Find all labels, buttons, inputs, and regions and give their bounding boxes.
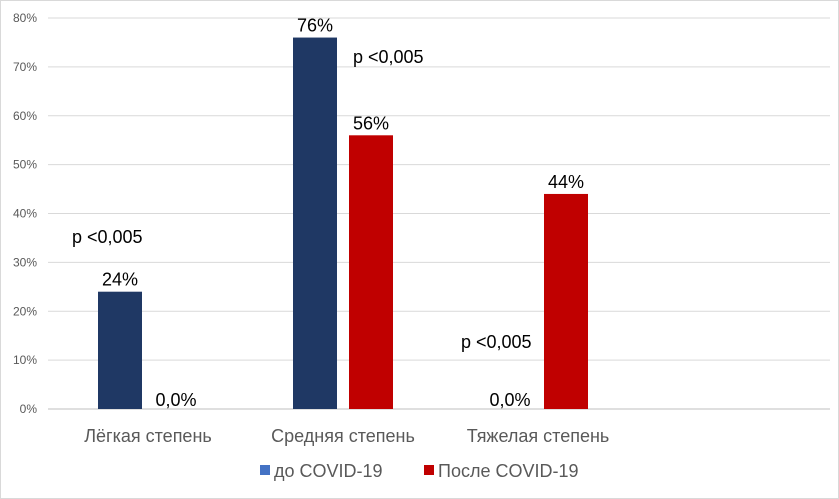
bar <box>293 37 337 410</box>
annotation-p-value: p <0,005 <box>353 47 424 67</box>
bar <box>98 291 142 409</box>
annotation-p-value: p <0,005 <box>72 227 143 247</box>
y-tick-label: 10% <box>13 353 37 367</box>
x-tick-label: Средняя степень <box>271 426 415 446</box>
annotations: p <0,005 p <0,005 p <0,005 <box>72 47 532 352</box>
legend-label: до COVID-19 <box>274 461 383 481</box>
gridlines <box>48 17 830 410</box>
y-tick-label: 40% <box>13 207 37 221</box>
data-label: 56% <box>353 113 389 133</box>
x-tick-label: Тяжелая степень <box>467 426 610 446</box>
legend-marker <box>260 465 270 475</box>
bar <box>349 135 393 410</box>
bars <box>98 37 588 410</box>
x-tick-label: Лёгкая степень <box>84 426 212 446</box>
y-tick-label: 80% <box>13 11 37 25</box>
data-label: 76% <box>297 16 333 36</box>
x-axis-labels: Лёгкая степень Средняя степень Тяжелая сте… <box>84 426 609 446</box>
data-labels: 24% 76% 0,0% 0,0% 56% 44% <box>102 16 584 410</box>
data-label: 44% <box>548 172 584 192</box>
bar <box>544 193 588 409</box>
data-label: 0,0% <box>155 390 196 410</box>
y-tick-label: 70% <box>13 60 37 74</box>
y-axis-ticks: 0% 10% 20% 30% 40% 50% 60% 70% 80% <box>13 11 37 416</box>
y-tick-label: 50% <box>13 158 37 172</box>
y-tick-label: 30% <box>13 255 37 269</box>
y-tick-label: 20% <box>13 304 37 318</box>
data-label: 0,0% <box>489 390 530 410</box>
legend: до COVID-19 После COVID-19 <box>260 461 578 481</box>
annotation-p-value: p <0,005 <box>461 332 532 352</box>
y-tick-label: 60% <box>13 109 37 123</box>
y-tick-label: 0% <box>20 402 38 416</box>
legend-marker <box>424 465 434 475</box>
legend-label: После COVID-19 <box>438 461 578 481</box>
data-label: 24% <box>102 270 138 290</box>
